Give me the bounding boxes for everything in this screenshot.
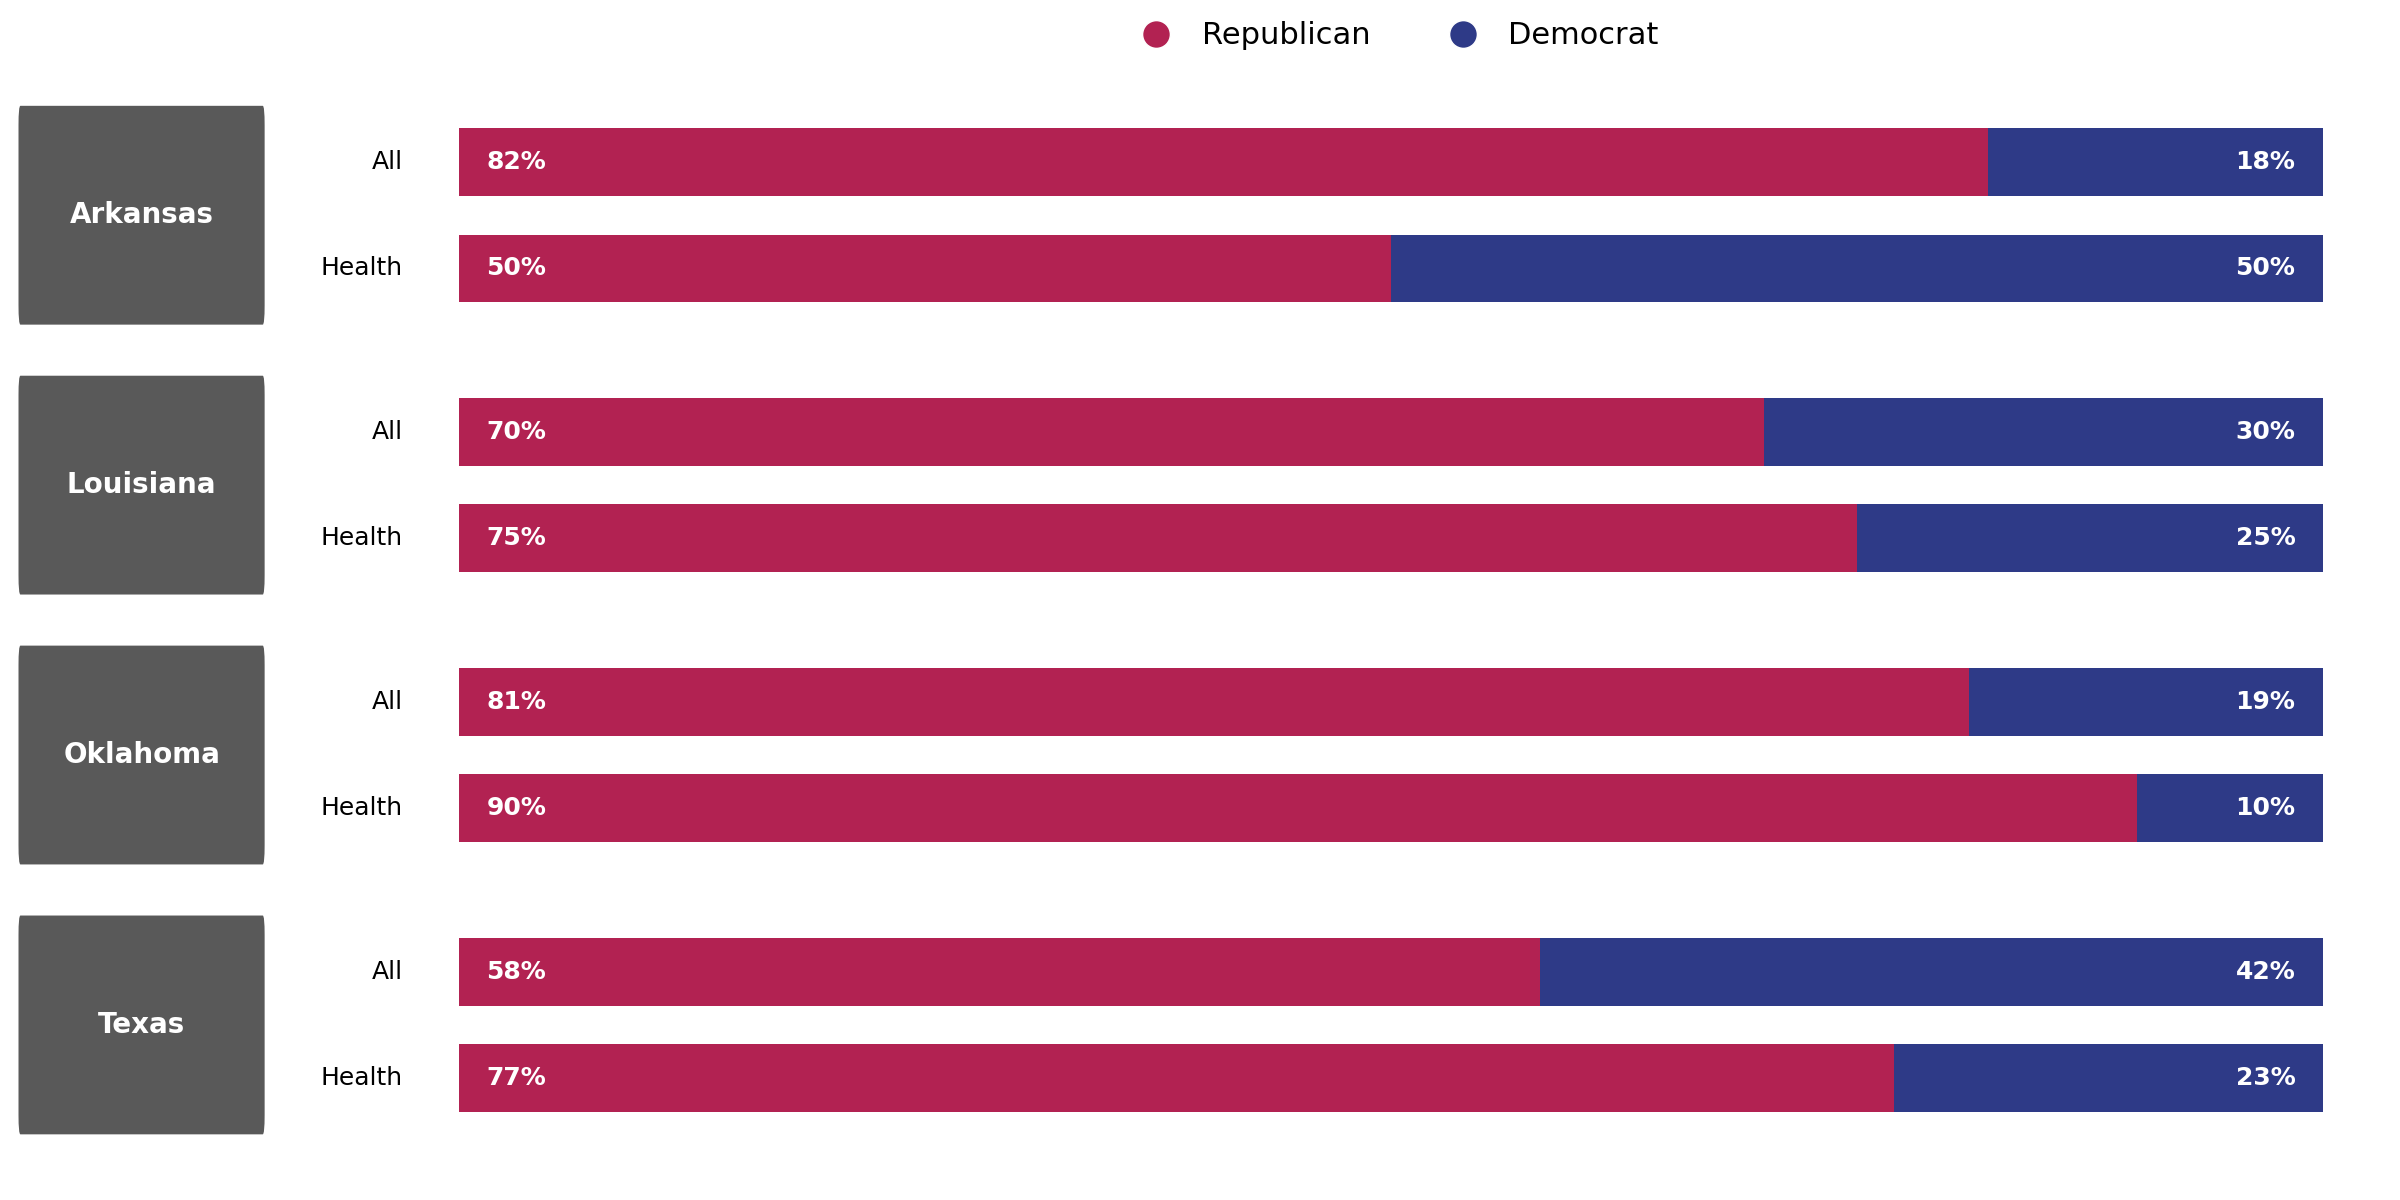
Text: Health: Health [322, 1066, 403, 1090]
Text: 50%: 50% [487, 257, 547, 281]
FancyBboxPatch shape [19, 646, 264, 864]
Text: Oklahoma: Oklahoma [62, 742, 221, 769]
Bar [1541, 938, 2323, 1006]
Bar [458, 1044, 1894, 1111]
Text: 10%: 10% [2234, 796, 2294, 820]
Text: Louisiana: Louisiana [67, 472, 216, 499]
Text: All: All [372, 690, 403, 714]
Bar [458, 128, 1987, 196]
Text: 70%: 70% [487, 420, 547, 444]
Text: All: All [372, 420, 403, 444]
Legend: Republican, Democrat: Republican, Democrat [1114, 10, 1670, 62]
Text: All: All [372, 960, 403, 984]
Bar [1392, 234, 2323, 302]
Text: 23%: 23% [2234, 1066, 2294, 1090]
Text: All: All [372, 150, 403, 174]
Text: 25%: 25% [2234, 526, 2294, 550]
FancyBboxPatch shape [19, 106, 264, 325]
Text: 30%: 30% [2234, 420, 2294, 444]
Bar [2136, 774, 2323, 841]
Text: Health: Health [322, 796, 403, 820]
Text: 75%: 75% [487, 526, 547, 550]
Text: 81%: 81% [487, 690, 547, 714]
Bar [458, 398, 1764, 466]
Bar [1968, 668, 2323, 736]
Bar [1858, 504, 2323, 572]
Text: Health: Health [322, 257, 403, 281]
Text: 58%: 58% [487, 960, 547, 984]
Text: 90%: 90% [487, 796, 547, 820]
Text: Texas: Texas [98, 1010, 185, 1039]
Text: Arkansas: Arkansas [70, 202, 214, 229]
Bar [1894, 1044, 2323, 1111]
Text: 82%: 82% [487, 150, 547, 174]
Bar [458, 234, 1392, 302]
Text: 77%: 77% [487, 1066, 547, 1090]
Text: 50%: 50% [2234, 257, 2294, 281]
Bar [458, 938, 1541, 1006]
Bar [458, 668, 1968, 736]
Text: 19%: 19% [2234, 690, 2294, 714]
Bar [1987, 128, 2323, 196]
Bar [458, 504, 1858, 572]
Bar [458, 774, 2136, 841]
FancyBboxPatch shape [19, 916, 264, 1134]
Text: 42%: 42% [2234, 960, 2294, 984]
Bar [1764, 398, 2323, 466]
Text: Health: Health [322, 526, 403, 550]
Text: 18%: 18% [2234, 150, 2294, 174]
FancyBboxPatch shape [19, 376, 264, 594]
